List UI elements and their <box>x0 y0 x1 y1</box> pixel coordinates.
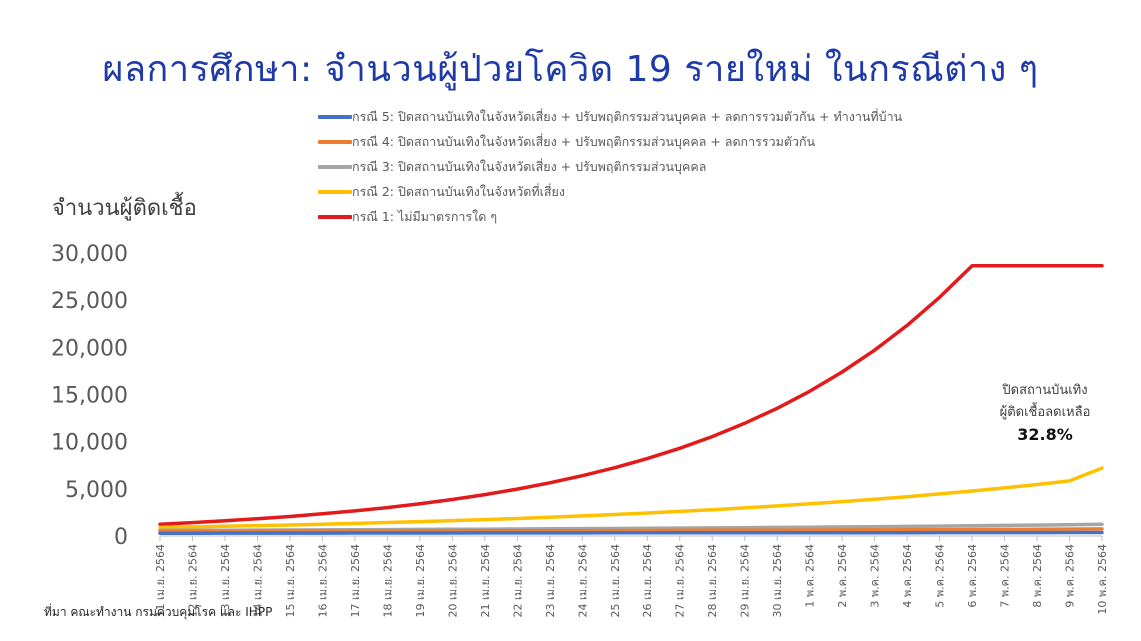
series-line <box>158 530 1104 535</box>
y-axis-label: จำนวนผู้ติดเชื้อ <box>52 196 197 221</box>
chart-title: ผลการศึกษา: จำนวนผู้ป่วยโควิด 19 รายใหม่… <box>102 49 1039 90</box>
legend-label: กรณี 2: ปิดสถานบันเทิงในจังหวัดที่เสี่ยง <box>352 183 565 199</box>
series-line <box>158 263 1104 526</box>
x-tick-label: 6 พ.ค. 2564 <box>966 544 979 608</box>
y-tick-label: 30,000 <box>51 242 128 267</box>
y-tick-label: 20,000 <box>51 336 128 361</box>
x-tick-label: 11 เม.ย. 2564 <box>154 544 167 617</box>
x-tick-label: 10 พ.ค. 2564 <box>1096 544 1109 615</box>
y-tick-label: 0 <box>114 525 128 550</box>
x-tick-label: 18 เม.ย. 2564 <box>381 544 394 617</box>
x-tick-label: 28 เม.ย. 2564 <box>706 544 719 617</box>
legend-swatch <box>318 164 352 169</box>
x-tick-label: 21 เม.ย. 2564 <box>479 544 492 617</box>
legend-item: กรณี 3: ปิดสถานบันเทิงในจังหวัดเสี่ยง + … <box>318 154 902 179</box>
legend-label: กรณี 1: ไม่มีมาตรการใด ๆ <box>352 208 498 224</box>
x-tick-label: 29 เม.ย. 2564 <box>739 544 752 617</box>
y-tick-label: 5,000 <box>65 478 128 503</box>
legend-label: กรณี 5: ปิดสถานบันเทิงในจังหวัดเสี่ยง + … <box>352 108 903 124</box>
legend-swatch <box>318 139 352 144</box>
x-tick-label: 1 พ.ค. 2564 <box>804 544 817 608</box>
legend-swatch <box>318 189 352 194</box>
y-tick-label: 25,000 <box>51 289 128 314</box>
x-tick-label: 22 เม.ย. 2564 <box>511 544 524 617</box>
x-tick-label: 13 เม.ย. 2564 <box>219 544 232 617</box>
legend-item: กรณี 5: ปิดสถานบันเทิงในจังหวัดเสี่ยง + … <box>318 104 902 129</box>
x-tick-label: 14 เม.ย. 2564 <box>251 544 264 617</box>
x-tick-label: 15 เม.ย. 2564 <box>284 544 297 617</box>
legend-label: กรณี 3: ปิดสถานบันเทิงในจังหวัดเสี่ยง + … <box>352 158 707 174</box>
y-tick-label: 10,000 <box>51 431 128 456</box>
x-tick-label: 8 พ.ค. 2564 <box>1031 544 1044 608</box>
x-tick-label: 16 เม.ย. 2564 <box>316 544 329 617</box>
source-note: ที่มา คณะทำงาน กรมควบคุมโรค และ IHPP <box>44 605 273 619</box>
x-tick-label: 9 พ.ค. 2564 <box>1064 544 1077 608</box>
x-tick-label: 30 เม.ย. 2564 <box>771 544 784 617</box>
annotation-value: 32.8% <box>1017 425 1073 444</box>
x-tick-label: 2 พ.ค. 2564 <box>836 544 849 608</box>
legend-item: กรณี 4: ปิดสถานบันเทิงในจังหวัดเสี่ยง + … <box>318 129 902 154</box>
legend-item: กรณี 1: ไม่มีมาตรการใด ๆ <box>318 204 902 229</box>
x-tick-label: 27 เม.ย. 2564 <box>674 544 687 617</box>
x-tick-label: 5 พ.ค. 2564 <box>934 544 947 608</box>
legend: กรณี 5: ปิดสถานบันเทิงในจังหวัดเสี่ยง + … <box>318 104 902 229</box>
annotation-line-2: ผู้ติดเชื้อลดเหลือ <box>999 405 1091 420</box>
x-tick-label: 20 เม.ย. 2564 <box>446 544 459 617</box>
series-line <box>158 466 1104 530</box>
x-tick-label: 4 พ.ค. 2564 <box>901 544 914 608</box>
legend-label: กรณี 4: ปิดสถานบันเทิงในจังหวัดเสี่ยง + … <box>352 133 816 149</box>
x-tick-label: 7 พ.ค. 2564 <box>999 544 1012 608</box>
annotation-line-1: ปิดสถานบันเทิง <box>1002 383 1088 398</box>
x-tick-label: 26 เม.ย. 2564 <box>641 544 654 617</box>
x-tick-label: 17 เม.ย. 2564 <box>349 544 362 617</box>
x-tick-label: 24 เม.ย. 2564 <box>576 544 589 617</box>
x-tick-label: 12 เม.ย. 2564 <box>186 544 199 617</box>
x-tick-label: 3 พ.ค. 2564 <box>869 544 882 608</box>
series-line <box>158 527 1104 534</box>
annotation: ปิดสถานบันเทิง ผู้ติดเชื้อลดเหลือ 32.8% <box>960 380 1130 446</box>
x-tick-label: 25 เม.ย. 2564 <box>609 544 622 617</box>
x-tick-label: 19 เม.ย. 2564 <box>414 544 427 617</box>
legend-swatch <box>318 214 352 219</box>
legend-item: กรณี 2: ปิดสถานบันเทิงในจังหวัดที่เสี่ยง <box>318 179 902 204</box>
x-tick-label: 23 เม.ย. 2564 <box>544 544 557 617</box>
legend-swatch <box>318 114 352 119</box>
y-tick-label: 15,000 <box>51 384 128 409</box>
